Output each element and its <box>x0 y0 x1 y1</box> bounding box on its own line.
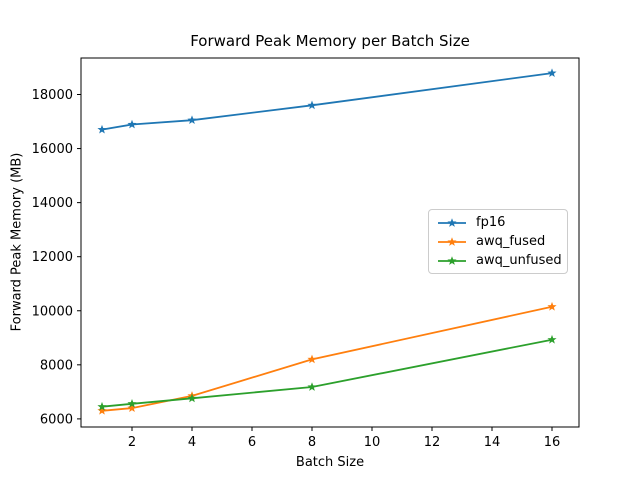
data-point-marker-awq_unfused <box>97 401 107 411</box>
y-tick-label: 10000 <box>32 304 73 319</box>
x-tick-label: 2 <box>128 435 136 450</box>
legend-line-marker-icon <box>438 236 466 246</box>
chart-title: Forward Peak Memory per Batch Size <box>190 32 470 50</box>
y-tick-label: 12000 <box>32 250 73 265</box>
data-point-marker-awq_fused <box>307 354 317 364</box>
legend: fp16 awq_fused awq_unfused <box>428 209 568 274</box>
data-point-marker-awq_fused <box>127 403 137 412</box>
data-point-marker-awq_unfused <box>547 334 557 344</box>
x-axis-label: Batch Size <box>295 455 365 470</box>
y-tick-label: 14000 <box>32 196 73 211</box>
data-point-marker-fp16 <box>187 115 197 125</box>
legend-entry-fp16: fp16 <box>436 213 560 232</box>
y-tick-label: 8000 <box>40 358 73 373</box>
x-tick-label: 12 <box>424 435 441 450</box>
legend-entry-awq-unfused: awq_unfused <box>436 251 562 270</box>
legend-entry-awq-fused: awq_fused <box>436 232 560 251</box>
y-tick-label: 6000 <box>40 412 73 427</box>
data-point-marker-awq_unfused <box>187 393 197 403</box>
data-point-marker-fp16 <box>547 68 557 78</box>
data-point-marker-awq_unfused <box>307 382 317 391</box>
legend-line-marker-icon <box>438 255 466 265</box>
data-point-marker-awq_fused <box>97 405 107 415</box>
legend-line-marker-icon <box>438 217 466 227</box>
data-point-marker-fp16 <box>97 124 107 134</box>
x-tick-label: 16 <box>544 435 561 450</box>
series-line-awq_fused <box>101 305 553 412</box>
x-tick-label: 10 <box>364 435 381 450</box>
y-tick-label: 16000 <box>32 142 73 157</box>
series-line-awq_unfused <box>101 338 553 408</box>
series-line-fp16 <box>101 72 553 131</box>
x-tick-label: 4 <box>188 435 196 450</box>
legend-label: fp16 <box>476 215 506 230</box>
data-point-marker-awq_fused <box>547 301 557 311</box>
legend-label: awq_fused <box>476 234 546 249</box>
x-tick-label: 6 <box>248 435 256 450</box>
y-tick-label: 18000 <box>32 88 73 103</box>
x-tick-label: 8 <box>308 435 316 450</box>
x-tick-label: 14 <box>484 435 501 450</box>
data-point-marker-fp16 <box>307 100 317 110</box>
plot-frame <box>80 57 580 428</box>
data-point-marker-awq_unfused <box>127 398 137 408</box>
data-point-marker-fp16 <box>127 119 137 129</box>
legend-label: awq_unfused <box>476 253 562 268</box>
